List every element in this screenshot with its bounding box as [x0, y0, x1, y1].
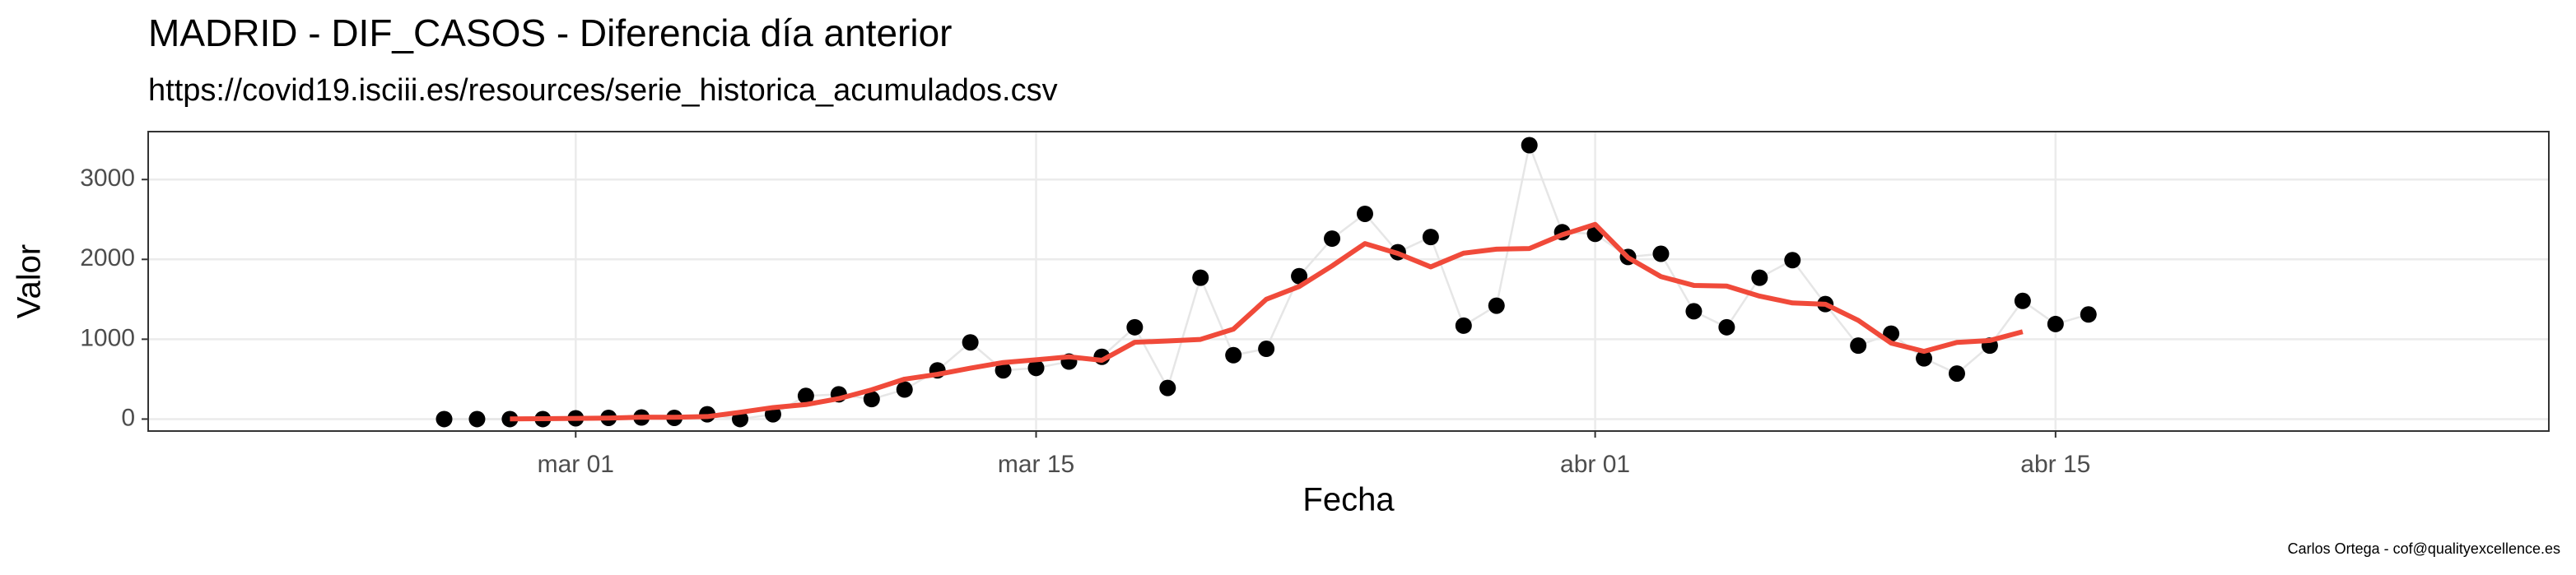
- data-point: [1751, 269, 1768, 286]
- data-point: [1652, 245, 1670, 262]
- x-tick-label: abr 01: [1560, 451, 1630, 478]
- data-point: [501, 410, 519, 428]
- data-point: [1422, 229, 1439, 246]
- caption: Carlos Ortega - cof@qualityexcellence.es: [2288, 540, 2560, 557]
- data-point: [2047, 315, 2064, 332]
- y-tick-label: 1000: [80, 324, 135, 351]
- data-point: [2080, 306, 2097, 323]
- x-axis-label: Fecha: [1302, 482, 1395, 518]
- data-point: [1916, 350, 1933, 367]
- data-point: [1718, 318, 1735, 336]
- x-tick-label: mar 01: [538, 451, 614, 478]
- data-point: [896, 381, 913, 398]
- data-point: [468, 410, 486, 428]
- data-point: [1159, 379, 1176, 396]
- data-point: [797, 387, 814, 405]
- data-point: [1027, 359, 1045, 377]
- data-point: [1455, 317, 1472, 334]
- x-tick-label: abr 15: [2020, 451, 2090, 478]
- data-point: [1488, 297, 1505, 314]
- data-point: [1324, 230, 1341, 248]
- data-point: [1192, 269, 1209, 286]
- data-point: [1685, 303, 1703, 320]
- data-point: [1291, 267, 1308, 285]
- panel-border: [147, 131, 2550, 432]
- data-point: [1948, 365, 1965, 383]
- y-tick-label: 0: [121, 404, 135, 431]
- y-tick-label: 3000: [80, 165, 135, 192]
- plot-background: [148, 132, 2549, 431]
- data-point: [1126, 318, 1144, 336]
- data-point: [1258, 341, 1275, 358]
- data-point: [1521, 137, 1538, 154]
- data-point: [1225, 346, 1242, 364]
- data-point: [2014, 292, 2031, 309]
- moving-average-line: [510, 221, 2024, 422]
- y-tick-label: 2000: [80, 244, 135, 271]
- x-tick-label: mar 15: [998, 451, 1074, 478]
- chart-subtitle: https://covid19.isciii.es/resources/seri…: [148, 73, 1058, 108]
- chart-title: MADRID - DIF_CASOS - Diferencia día ante…: [148, 12, 953, 54]
- data-point: [436, 410, 453, 428]
- y-axis-label: Valor: [12, 244, 48, 318]
- data-point: [962, 334, 979, 351]
- data-point: [1850, 337, 1867, 355]
- data-point: [1784, 252, 1801, 269]
- data-point: [1356, 205, 1373, 222]
- data-point: [995, 362, 1012, 379]
- data-point: [863, 391, 880, 408]
